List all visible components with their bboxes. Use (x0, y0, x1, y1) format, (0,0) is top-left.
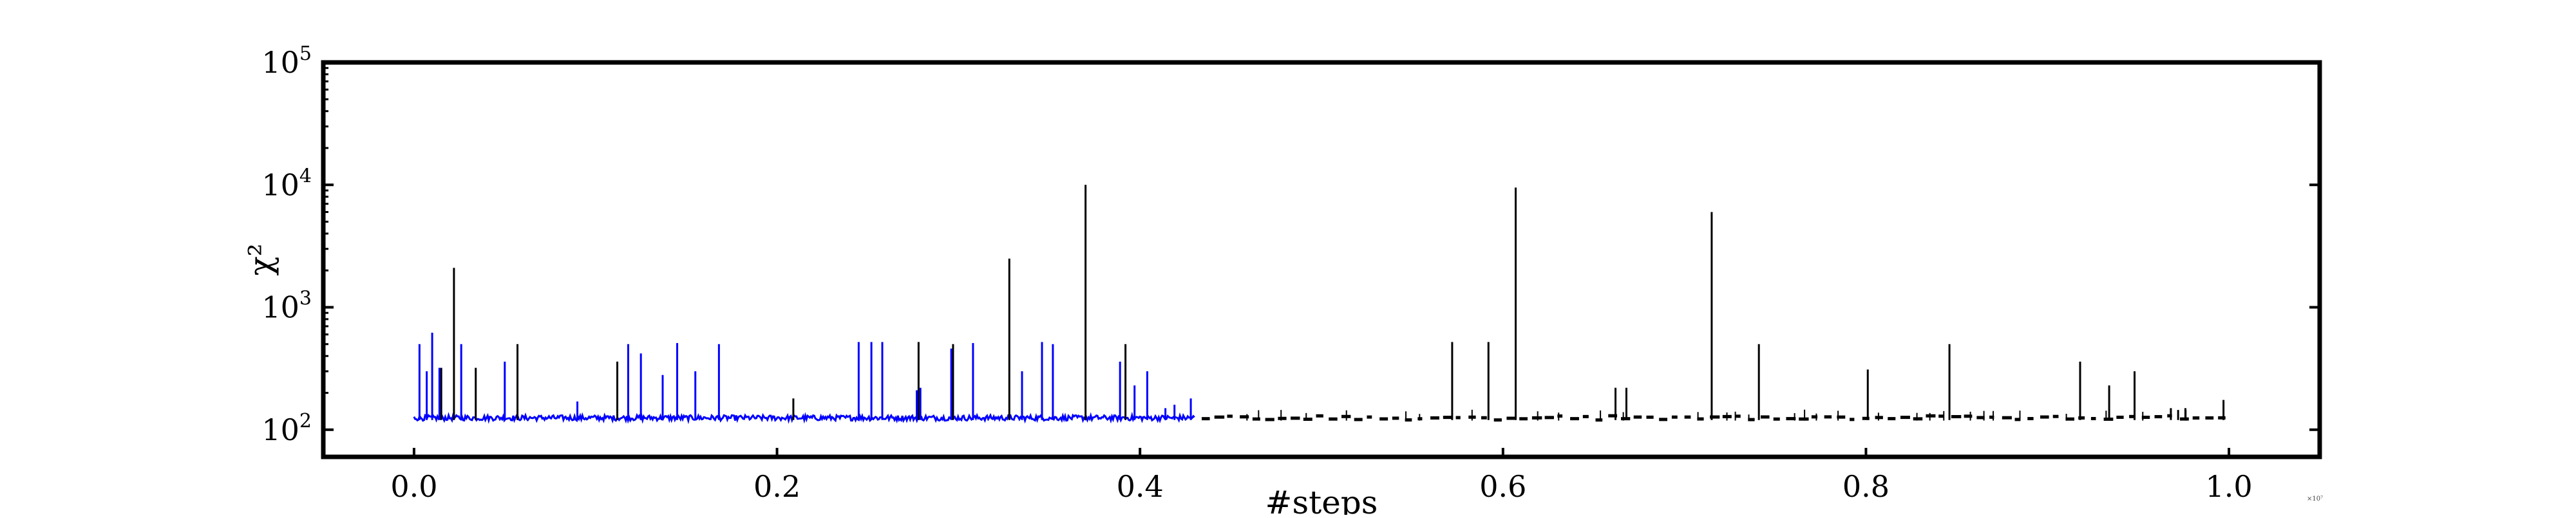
y-axis-label: χ² (242, 243, 279, 275)
y-tick-label: 102 (261, 410, 312, 447)
series-layer (418, 185, 2225, 420)
y-tick-label: 104 (261, 165, 312, 202)
x-tick-label: 0.0 (390, 469, 437, 504)
x-tick-label: 0.8 (1842, 469, 1889, 504)
y-tick-label: 105 (261, 42, 312, 80)
x-axis: 0.0 0.2 0.4 0.6 0.8 1.0 (390, 448, 2253, 504)
x-tick-label: 0.2 (753, 469, 800, 504)
x-tick-label: 0.4 (1117, 469, 1164, 504)
y-tick-label: 103 (261, 288, 312, 325)
x-tick-label: 0.6 (1479, 469, 1526, 504)
x-tick-label: 1.0 (2206, 469, 2253, 504)
x-scale-factor-label: ×10⁷ (2307, 495, 2323, 503)
series-line (413, 411, 1195, 425)
baseline-noise-layer (413, 409, 2226, 425)
plot-frame (321, 60, 2322, 459)
x-axis-label: #steps (1265, 484, 1378, 515)
y-axis: 102 103 104 105 (261, 42, 2320, 447)
